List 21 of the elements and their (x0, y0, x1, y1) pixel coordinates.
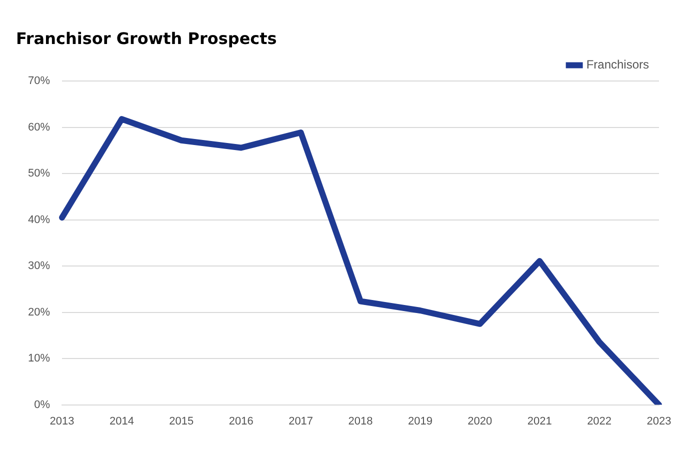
x-tick-label: 2018 (348, 415, 373, 428)
x-tick-label: 2021 (527, 415, 552, 428)
x-tick-label: 2016 (228, 415, 254, 428)
y-tick-label: 40% (28, 214, 50, 226)
x-tick-label: 2017 (288, 415, 314, 428)
y-tick-label: 20% (28, 306, 50, 318)
x-tick-label: 2023 (646, 415, 672, 428)
x-tick-label: 2019 (408, 415, 432, 428)
x-tick-label: 2020 (468, 415, 492, 428)
x-tick-label: 2013 (50, 415, 74, 428)
y-tick-label: 60% (28, 121, 50, 134)
legend-label: Franchisors (586, 58, 650, 72)
x-tick-label: 2015 (169, 415, 194, 428)
y-tick-label: 10% (28, 352, 50, 365)
y-tick-label: 0% (34, 398, 50, 411)
y-tick-label: 50% (28, 168, 50, 180)
y-tick-label: 30% (28, 260, 50, 272)
x-tick-label: 2022 (587, 415, 612, 428)
x-tick-label: 2014 (109, 415, 134, 428)
y-tick-label: 70% (28, 75, 50, 88)
chart-title: Franchisor Growth Prospects (16, 28, 277, 48)
